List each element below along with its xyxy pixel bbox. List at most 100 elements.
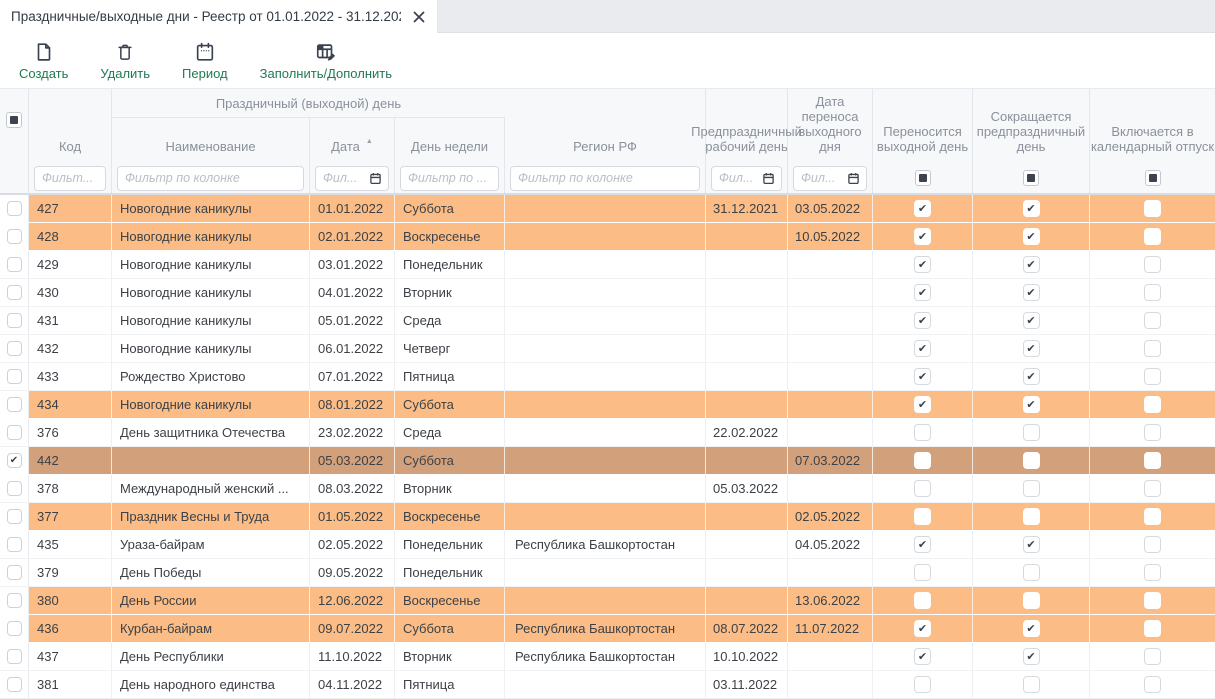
is-transferred-checkbox[interactable] — [914, 592, 931, 609]
row-select-checkbox[interactable] — [6, 229, 22, 244]
in-vacation-checkbox[interactable] — [1144, 508, 1161, 525]
is-transferred-checkbox[interactable] — [914, 564, 931, 581]
table-row[interactable]: 377 Праздник Весны и Труда 01.05.2022 Во… — [0, 503, 1215, 531]
table-row[interactable]: 436 Курбан-байрам 09.07.2022 Суббота Рес… — [0, 615, 1215, 643]
period-button[interactable]: Период — [179, 39, 231, 81]
is-transferred-checkbox[interactable] — [914, 256, 931, 273]
row-select-checkbox[interactable] — [6, 677, 22, 692]
in-vacation-checkbox[interactable] — [1144, 564, 1161, 581]
row-select-checkbox[interactable] — [6, 481, 22, 496]
in-vacation-checkbox[interactable] — [1144, 284, 1161, 301]
in-vacation-checkbox[interactable] — [1144, 396, 1161, 413]
delete-button[interactable]: Удалить — [97, 39, 153, 81]
row-select-checkbox[interactable] — [6, 537, 22, 552]
table-row[interactable]: 435 Ураза-байрам 02.05.2022 Понедельник … — [0, 531, 1215, 559]
table-row[interactable]: 429 Новогодние каникулы 03.01.2022 Понед… — [0, 251, 1215, 279]
code-filter-input[interactable] — [34, 165, 106, 191]
column-header-weekday[interactable]: День недели — [395, 118, 505, 163]
calendar-picker-icon[interactable] — [847, 172, 860, 185]
row-select-checkbox[interactable] — [6, 285, 22, 300]
is-shortened-checkbox[interactable] — [1022, 564, 1040, 581]
tab-holidays-registry[interactable]: Праздничные/выходные дни - Реестр от 01.… — [0, 0, 438, 33]
table-row[interactable]: 430 Новогодние каникулы 04.01.2022 Вторн… — [0, 279, 1215, 307]
in-vacation-checkbox[interactable] — [1144, 424, 1161, 441]
is-transferred-checkbox[interactable] — [914, 424, 931, 441]
column-header-preholiday[interactable]: Предпраздничный рабочий день — [691, 89, 802, 163]
is-shortened-checkbox[interactable] — [1022, 536, 1040, 553]
table-row[interactable]: 431 Новогодние каникулы 05.01.2022 Среда — [0, 307, 1215, 335]
table-row[interactable]: 376 День защитника Отечества 23.02.2022 … — [0, 419, 1215, 447]
in-vacation-filter-checkbox[interactable] — [1144, 170, 1161, 186]
column-header-name[interactable]: Наименование — [112, 118, 310, 163]
is-shortened-checkbox[interactable] — [1022, 340, 1040, 357]
table-row[interactable]: 434 Новогодние каникулы 08.01.2022 Суббо… — [0, 391, 1215, 419]
in-vacation-checkbox[interactable] — [1144, 256, 1161, 273]
in-vacation-checkbox[interactable] — [1144, 592, 1161, 609]
is-shortened-checkbox[interactable] — [1022, 480, 1040, 497]
row-select-checkbox[interactable] — [6, 425, 22, 440]
is-shortened-checkbox[interactable] — [1022, 424, 1040, 441]
in-vacation-checkbox[interactable] — [1144, 312, 1161, 329]
in-vacation-checkbox[interactable] — [1144, 452, 1161, 469]
column-header-code[interactable]: Код — [29, 89, 112, 163]
region-filter-input[interactable] — [510, 165, 700, 191]
is-shortened-checkbox[interactable] — [1022, 508, 1040, 525]
column-header-region[interactable]: Регион РФ — [505, 89, 706, 163]
is-transferred-checkbox[interactable] — [914, 508, 931, 525]
is-transferred-checkbox[interactable] — [914, 620, 931, 637]
table-row[interactable]: 381 День народного единства 04.11.2022 П… — [0, 671, 1215, 699]
row-select-checkbox[interactable] — [6, 453, 22, 468]
is-shortened-checkbox[interactable] — [1022, 228, 1040, 245]
table-row[interactable]: 442 05.03.2022 Суббота 07.03.2022 — [0, 447, 1215, 475]
is-transferred-checkbox[interactable] — [914, 648, 931, 665]
is-shortened-checkbox[interactable] — [1022, 592, 1040, 609]
column-header-date[interactable]: Дата ▲ — [310, 118, 395, 163]
is-transferred-checkbox[interactable] — [914, 480, 931, 497]
row-select-checkbox[interactable] — [6, 313, 22, 328]
calendar-picker-icon[interactable] — [369, 172, 382, 185]
table-row[interactable]: 428 Новогодние каникулы 02.01.2022 Воскр… — [0, 223, 1215, 251]
is-transferred-checkbox[interactable] — [914, 536, 931, 553]
table-row[interactable]: 427 Новогодние каникулы 01.01.2022 Суббо… — [0, 195, 1215, 223]
close-icon[interactable] — [413, 11, 425, 23]
row-select-checkbox[interactable] — [6, 201, 22, 216]
table-row[interactable]: 380 День России 12.06.2022 Воскресенье 1… — [0, 587, 1215, 615]
is-shortened-checkbox[interactable] — [1022, 648, 1040, 665]
in-vacation-checkbox[interactable] — [1144, 536, 1161, 553]
row-select-checkbox[interactable] — [6, 341, 22, 356]
column-header-transfer-date[interactable]: Дата переноса выходного дня — [788, 89, 873, 163]
is-transferred-checkbox[interactable] — [914, 312, 931, 329]
row-select-checkbox[interactable] — [6, 397, 22, 412]
row-select-checkbox[interactable] — [6, 257, 22, 272]
table-row[interactable]: 379 День Победы 09.05.2022 Понедельник — [0, 559, 1215, 587]
row-select-checkbox[interactable] — [6, 593, 22, 608]
row-select-checkbox[interactable] — [6, 565, 22, 580]
row-select-checkbox[interactable] — [6, 369, 22, 384]
row-select-checkbox[interactable] — [6, 621, 22, 636]
is-transferred-checkbox[interactable] — [914, 452, 931, 469]
in-vacation-checkbox[interactable] — [1144, 676, 1161, 693]
in-vacation-checkbox[interactable] — [1144, 648, 1161, 665]
column-header-is-shortened[interactable]: Сокращается предпраздничный день — [973, 89, 1090, 163]
date-filter-input[interactable] — [316, 166, 369, 190]
preholiday-filter-input[interactable] — [712, 166, 762, 190]
is-shortened-checkbox[interactable] — [1022, 312, 1040, 329]
is-shortened-filter-checkbox[interactable] — [1023, 170, 1039, 186]
is-transferred-checkbox[interactable] — [914, 368, 931, 385]
in-vacation-checkbox[interactable] — [1144, 620, 1161, 637]
is-shortened-checkbox[interactable] — [1022, 284, 1040, 301]
is-shortened-checkbox[interactable] — [1022, 200, 1040, 217]
row-select-checkbox[interactable] — [6, 509, 22, 524]
in-vacation-checkbox[interactable] — [1144, 480, 1161, 497]
transfer-date-filter-input[interactable] — [794, 166, 847, 190]
is-transferred-checkbox[interactable] — [914, 228, 931, 245]
is-transferred-checkbox[interactable] — [914, 676, 931, 693]
column-header-is-transferred[interactable]: Переносится выходной день — [873, 89, 973, 163]
in-vacation-checkbox[interactable] — [1144, 340, 1161, 357]
create-button[interactable]: Создать — [16, 39, 71, 81]
row-select-checkbox[interactable] — [6, 649, 22, 664]
is-transferred-checkbox[interactable] — [914, 200, 931, 217]
table-row[interactable]: 437 День Республики 11.10.2022 Вторник Р… — [0, 643, 1215, 671]
is-shortened-checkbox[interactable] — [1022, 256, 1040, 273]
is-transferred-checkbox[interactable] — [914, 284, 931, 301]
